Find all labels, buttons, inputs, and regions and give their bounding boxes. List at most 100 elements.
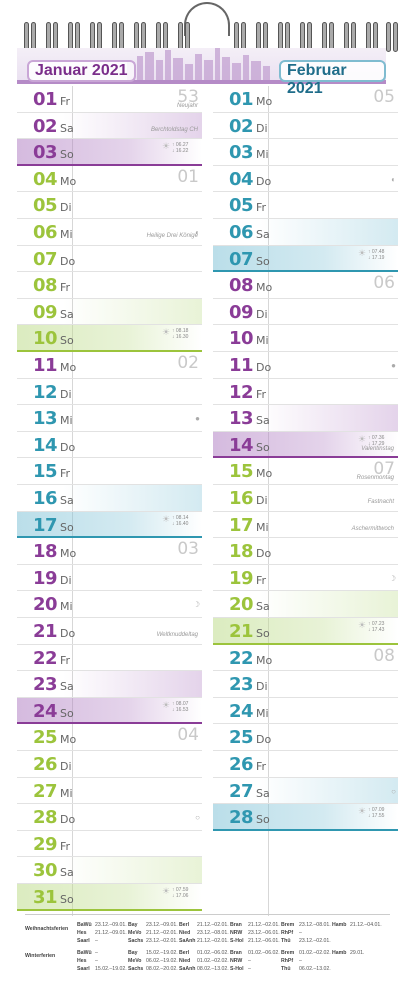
weekday-label: Mi	[60, 228, 73, 241]
sun-icon: ☀	[358, 620, 367, 630]
day-row[interactable]: 16 Sa	[17, 485, 202, 512]
day-row[interactable]: 13 Sa	[213, 405, 398, 432]
day-row[interactable]: 01 Mo 05	[213, 86, 398, 113]
day-row[interactable]: 12 Fr	[213, 379, 398, 406]
day-row[interactable]: 23 Di	[213, 671, 398, 698]
day-row[interactable]: 01 Fr 53 Neujahr	[17, 86, 202, 113]
weekday-label: So	[256, 813, 270, 827]
state-abbrev: Bran	[230, 922, 242, 928]
day-row[interactable]: 24 Mi	[213, 698, 398, 725]
weekday-label: Do	[60, 813, 76, 827]
day-row[interactable]: 05 Di	[17, 192, 202, 219]
day-row[interactable]: 17 So ☀ ↑ 08.14 ↓ 16.40	[17, 511, 202, 539]
moon-phase-icon: ○	[195, 813, 200, 823]
day-row[interactable]: 19 Di	[17, 565, 202, 592]
day-row[interactable]: 25 Do	[213, 724, 398, 751]
day-row[interactable]: 05 Fr	[213, 192, 398, 219]
day-row[interactable]: 20 Mi ☽	[17, 591, 202, 618]
holiday-dates: 08.02.–20.02.	[146, 966, 178, 972]
day-number: 18	[229, 541, 254, 563]
weekday-label: Di	[256, 680, 268, 694]
day-row[interactable]: 16 Di Fastnacht	[213, 485, 398, 512]
holiday-dates: 23.12.–09.01.	[146, 922, 178, 928]
moon-phase-icon: ☽	[388, 573, 396, 583]
day-row[interactable]: 09 Sa	[17, 298, 202, 326]
calendar-week-number: 01	[177, 166, 199, 187]
day-row[interactable]: 07 Do	[17, 246, 202, 273]
day-row[interactable]: 28 So ☀ ↑ 07.09 ↓ 17.55	[213, 804, 398, 831]
day-row[interactable]: 24 So ☀ ↑ 08.07 ↓ 16.53	[17, 697, 202, 725]
day-row[interactable]: 02 Di	[213, 113, 398, 140]
day-row[interactable]: 26 Fr	[213, 751, 398, 778]
day-row[interactable]: 22 Fr	[17, 645, 202, 672]
day-row[interactable]: 27 Mi	[17, 778, 202, 805]
day-row[interactable]: 09 Di	[213, 299, 398, 326]
day-row[interactable]: 31 So ☀ ↑ 07.59 ↓ 17.06	[17, 884, 202, 911]
day-row[interactable]: 12 Di	[17, 379, 202, 406]
day-row[interactable]: 04 Mo 01	[17, 166, 202, 193]
day-number: 17	[229, 514, 254, 536]
day-row[interactable]: 21 So ☀ ↑ 07.23 ↓ 17.43	[213, 618, 398, 645]
day-row[interactable]: 08 Fr	[17, 272, 202, 299]
day-row[interactable]: 07 So ☀ ↑ 07.48 ↓ 17.19	[213, 245, 398, 273]
day-row[interactable]: 02 Sa Berchtoldstag CH	[17, 112, 202, 140]
state-abbrev: Thü	[281, 938, 291, 944]
day-row[interactable]: 18 Mo 03	[17, 538, 202, 565]
sunrise-sunset: ☀ ↑ 07.23 ↓ 17.43	[358, 621, 394, 634]
day-row[interactable]: 21 Do Weltknuddeltag	[17, 618, 202, 645]
day-number: 09	[229, 301, 254, 323]
sunset-time: ↓ 17.55	[368, 813, 385, 820]
day-row[interactable]: 04 Do ◐	[213, 166, 398, 193]
day-row[interactable]: 15 Mo 07 Rosenmontag	[213, 458, 398, 485]
school-holidays-footer: Weihnachtsferien Winterferien BaWü 23.12.–0…	[25, 920, 390, 980]
day-row[interactable]: 26 Di	[17, 751, 202, 778]
day-row[interactable]: 27 Sa ○	[213, 777, 398, 805]
holiday-label: Valentinstag	[361, 445, 394, 452]
day-number: 19	[229, 567, 254, 589]
day-row[interactable]: 25 Mo 04	[17, 724, 202, 751]
day-row[interactable]: 29 Fr	[17, 831, 202, 858]
day-row[interactable]: 18 Do	[213, 538, 398, 565]
day-row[interactable]: 23 Sa	[17, 671, 202, 698]
day-row[interactable]: 13 Mi ●	[17, 405, 202, 432]
day-row[interactable]: 19 Fr ☽	[213, 565, 398, 592]
day-row[interactable]: 28 Do ○	[17, 804, 202, 831]
day-row[interactable]: 17 Mi Aschermittwoch	[213, 512, 398, 539]
day-row[interactable]: 20 Sa	[213, 591, 398, 618]
spiral-ring	[254, 22, 270, 52]
holiday-entry: Bay 15.02.–19.02.	[128, 950, 178, 956]
day-row[interactable]: 22 Mo 08	[213, 645, 398, 672]
day-row[interactable]: 08 Mo 06	[213, 272, 398, 299]
day-row[interactable]: 03 So ☀ ↑ 06.27 ↓ 16.22	[17, 139, 202, 166]
spiral-ring	[342, 22, 358, 52]
weekday-label: So	[256, 440, 270, 454]
weekday-label: Di	[60, 387, 72, 401]
holiday-entry: NRW 23.12.–06.01.	[230, 930, 280, 936]
calendar-week-number: 02	[177, 353, 199, 373]
sunrise-sunset: ☀ ↑ 08.14 ↓ 16.40	[162, 514, 198, 527]
january-title: Januar 2021	[27, 60, 136, 82]
moon-phase-icon: ◐	[195, 228, 200, 237]
holiday-label: Neujahr	[176, 103, 198, 109]
weekday-label: Do	[60, 627, 76, 640]
weekday-label: Do	[60, 254, 76, 268]
sun-icon: ☀	[358, 247, 367, 258]
day-row[interactable]: 14 Do	[17, 432, 202, 459]
weekday-label: Fr	[60, 467, 71, 481]
state-abbrev: SaAnh	[179, 966, 196, 972]
day-row[interactable]: 30 Sa	[17, 857, 202, 884]
day-row[interactable]: 15 Fr	[17, 458, 202, 485]
calendar-week-number: 04	[177, 725, 199, 746]
day-row[interactable]: 03 Mi	[213, 139, 398, 166]
day-row[interactable]: 11 Do ●	[213, 352, 398, 379]
day-row[interactable]: 10 Mi	[213, 325, 398, 352]
sunset-time: ↓ 16.30	[172, 334, 189, 341]
weekday-label: Sa	[60, 680, 74, 694]
day-row[interactable]: 06 Mi Heilige Drei Könige ◐	[17, 219, 202, 246]
day-row[interactable]: 10 So ☀ ↑ 08.18 ↓ 16.30	[17, 325, 202, 352]
day-row[interactable]: 14 So Valentinstag ☀ ↑ 07.36 ↓ 17.29	[213, 431, 398, 459]
day-row[interactable]: 06 Sa	[213, 219, 398, 246]
state-abbrev: RhPf	[281, 958, 294, 964]
day-row[interactable]: 11 Mo 02	[17, 352, 202, 379]
holiday-dates: 08.02.–13.02.	[197, 966, 229, 972]
